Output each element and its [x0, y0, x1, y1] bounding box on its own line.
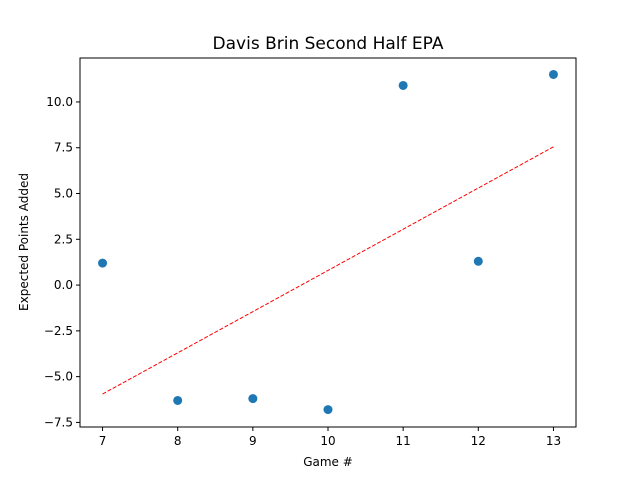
chart-title: Davis Brin Second Half EPA	[213, 34, 444, 54]
x-tick-label: 9	[249, 434, 257, 448]
y-tick-label: 5.0	[54, 187, 73, 201]
data-point	[548, 69, 558, 79]
data-point	[248, 394, 258, 404]
data-point	[398, 80, 408, 90]
y-tick-label: 7.5	[54, 141, 73, 155]
y-tick-label: −7.5	[44, 415, 73, 429]
y-axis-label: Expected Points Added	[17, 173, 31, 311]
x-tick-label: 10	[320, 434, 335, 448]
data-point	[173, 395, 183, 405]
x-tick-label: 7	[99, 434, 107, 448]
x-tick-label: 11	[396, 434, 411, 448]
data-point	[473, 256, 483, 266]
y-tick-label: −2.5	[44, 324, 73, 338]
data-point	[323, 405, 333, 415]
y-tick-label: 2.5	[54, 232, 73, 246]
y-axis: −7.5 −5.0 −2.5 0.0 2.5 5.0 7.5 10.0	[44, 95, 80, 429]
x-axis-label: Game #	[303, 455, 353, 469]
trendline	[102, 146, 554, 395]
x-tick-label: 12	[471, 434, 486, 448]
plot-area	[79, 57, 577, 428]
x-axis: 7 8 9 10 11 12 13	[99, 427, 561, 448]
y-tick-label: −5.0	[44, 370, 73, 384]
trendline-group	[102, 146, 554, 395]
x-tick-label: 8	[174, 434, 182, 448]
axes-frame	[79, 57, 577, 428]
y-tick-label: 10.0	[46, 95, 73, 109]
data-point	[98, 258, 108, 268]
points-group	[98, 69, 558, 415]
y-tick-label: 0.0	[54, 278, 73, 292]
x-tick-label: 13	[546, 434, 561, 448]
